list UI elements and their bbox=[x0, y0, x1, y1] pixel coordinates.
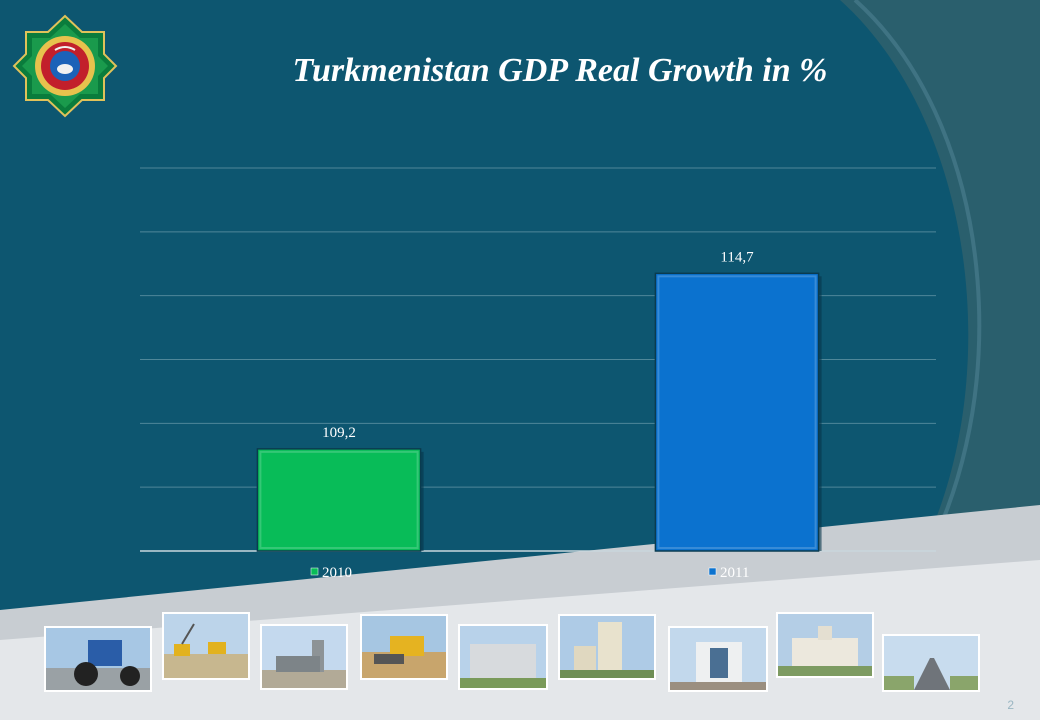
legend-label-2011: 2011 bbox=[720, 565, 749, 581]
legend-label-2010: 2010 bbox=[322, 565, 352, 581]
slide-title: Turkmenistan GDP Real Growth in % bbox=[292, 52, 828, 89]
data-label-2011: 114,7 bbox=[720, 249, 754, 265]
highway-photo bbox=[882, 634, 980, 692]
legend-swatch-2010 bbox=[310, 567, 319, 576]
legend-swatch-2011 bbox=[708, 567, 717, 576]
bar-chart: 109,2 114,7 2010 2011 bbox=[140, 167, 936, 581]
bar-2010 bbox=[256, 448, 422, 552]
photo-strip bbox=[0, 600, 1040, 710]
hotel-tower-photo bbox=[558, 614, 656, 680]
bar-2011 bbox=[654, 272, 820, 552]
chart-data-labels: 109,2 114,7 bbox=[322, 249, 754, 441]
state-emblem-icon bbox=[12, 14, 118, 118]
data-label-2010: 109,2 bbox=[322, 425, 356, 441]
page-number: 2 bbox=[1007, 698, 1014, 712]
industrial-plant-photo bbox=[260, 624, 348, 690]
office-building-photo bbox=[458, 624, 548, 690]
tractor-photo bbox=[44, 626, 152, 692]
bar-highlight bbox=[259, 450, 419, 549]
pipeline-construction-photo bbox=[162, 612, 250, 680]
bar-highlight bbox=[657, 275, 817, 549]
palace-photo bbox=[776, 612, 874, 678]
bulldozer-photo bbox=[360, 614, 448, 680]
modern-building-photo bbox=[668, 626, 768, 692]
chart-bars bbox=[256, 272, 822, 552]
chart-legend: 2010 2011 bbox=[310, 565, 749, 581]
